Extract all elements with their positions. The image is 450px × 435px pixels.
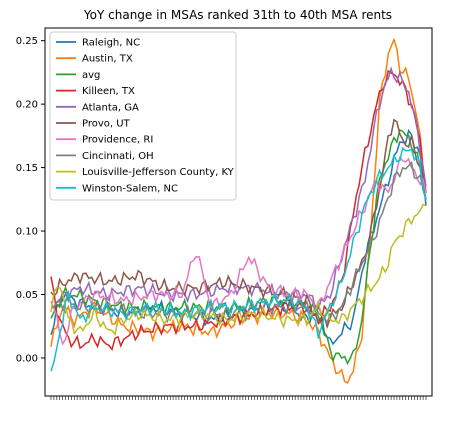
legend-label-9: Winston-Salem, NC <box>82 183 178 194</box>
legend-label-3: Killeen, TX <box>82 86 135 97</box>
y-tick-label-4: 0.20 <box>16 100 38 111</box>
legend-box <box>49 31 237 201</box>
legend-label-5: Provo, UT <box>82 119 131 130</box>
legend-label-4: Atlanta, GA <box>82 102 139 113</box>
y-axis: 0.00 0.05 0.10 0.15 0.20 0.25 <box>16 36 45 364</box>
y-tick-label-2: 0.10 <box>16 227 38 238</box>
y-tick-label-5: 0.25 <box>16 36 38 47</box>
series-line-4 <box>50 66 427 312</box>
legend-label-6: Providence, RI <box>82 135 153 146</box>
legend-label-8: Louisville-Jefferson County, KY <box>82 167 235 178</box>
legend-label-0: Raleigh, NC <box>82 38 140 49</box>
x-axis <box>50 396 427 400</box>
chart-title: YoY change in MSAs ranked 31th to 40th M… <box>83 8 392 22</box>
series-line-5 <box>50 118 427 330</box>
legend-label-2: avg <box>82 70 100 81</box>
plot-lines <box>50 37 427 385</box>
series-line-8 <box>50 203 427 337</box>
legend-label-7: Cincinnati, OH <box>82 151 154 162</box>
series-line-9 <box>50 146 427 372</box>
y-tick-label-0: 0.00 <box>16 353 38 364</box>
legend: Raleigh, NC Austin, TX avg Killeen, TX Atlan… <box>49 31 237 201</box>
y-tick-label-3: 0.15 <box>16 163 38 174</box>
series-line-6 <box>50 155 427 346</box>
y-tick-label-1: 0.05 <box>16 290 38 301</box>
plot-frame <box>44 27 433 397</box>
series-line-3 <box>50 69 427 352</box>
legend-label-1: Austin, TX <box>82 54 133 65</box>
